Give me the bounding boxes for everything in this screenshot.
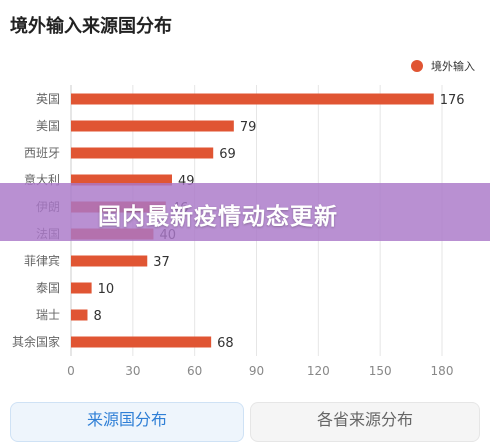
x-tick-label: 0 xyxy=(67,364,75,378)
tab-source-country[interactable]: 来源国分布 xyxy=(10,402,244,442)
x-tick-label: 120 xyxy=(307,364,330,378)
tab-province-source[interactable]: 各省来源分布 xyxy=(250,402,480,442)
category-label: 菲律宾 xyxy=(24,253,60,268)
category-label: 瑞士 xyxy=(36,308,60,322)
bar xyxy=(71,147,214,159)
value-label: 37 xyxy=(153,255,170,270)
category-label: 美国 xyxy=(36,119,60,133)
value-label: 79 xyxy=(240,120,257,135)
category-label: 英国 xyxy=(36,92,60,106)
bar xyxy=(71,336,212,348)
value-label: 176 xyxy=(440,93,465,108)
category-label: 西班牙 xyxy=(24,146,60,160)
x-tick-label: 60 xyxy=(187,364,202,378)
banner-text: 国内最新疫情动态更新 xyxy=(98,204,338,230)
bar xyxy=(71,255,148,267)
bar xyxy=(71,120,234,132)
bar xyxy=(71,174,172,186)
x-tick-label: 30 xyxy=(125,364,140,378)
bar xyxy=(71,93,434,105)
x-tick-label: 90 xyxy=(249,364,264,378)
value-label: 68 xyxy=(217,336,234,351)
value-label: 8 xyxy=(93,309,101,324)
bar xyxy=(71,309,88,321)
value-label: 69 xyxy=(219,147,236,162)
legend-label: 境外输入 xyxy=(431,59,475,73)
banner-overlay xyxy=(0,183,490,241)
value-label: 10 xyxy=(98,282,115,297)
x-tick-label: 150 xyxy=(369,364,392,378)
chart-title: 境外输入来源国分布 xyxy=(10,16,172,37)
category-label: 泰国 xyxy=(36,281,60,295)
legend-marker xyxy=(411,60,423,72)
x-tick-label: 180 xyxy=(431,364,454,378)
category-label: 其余国家 xyxy=(12,334,60,349)
bar xyxy=(71,282,92,294)
